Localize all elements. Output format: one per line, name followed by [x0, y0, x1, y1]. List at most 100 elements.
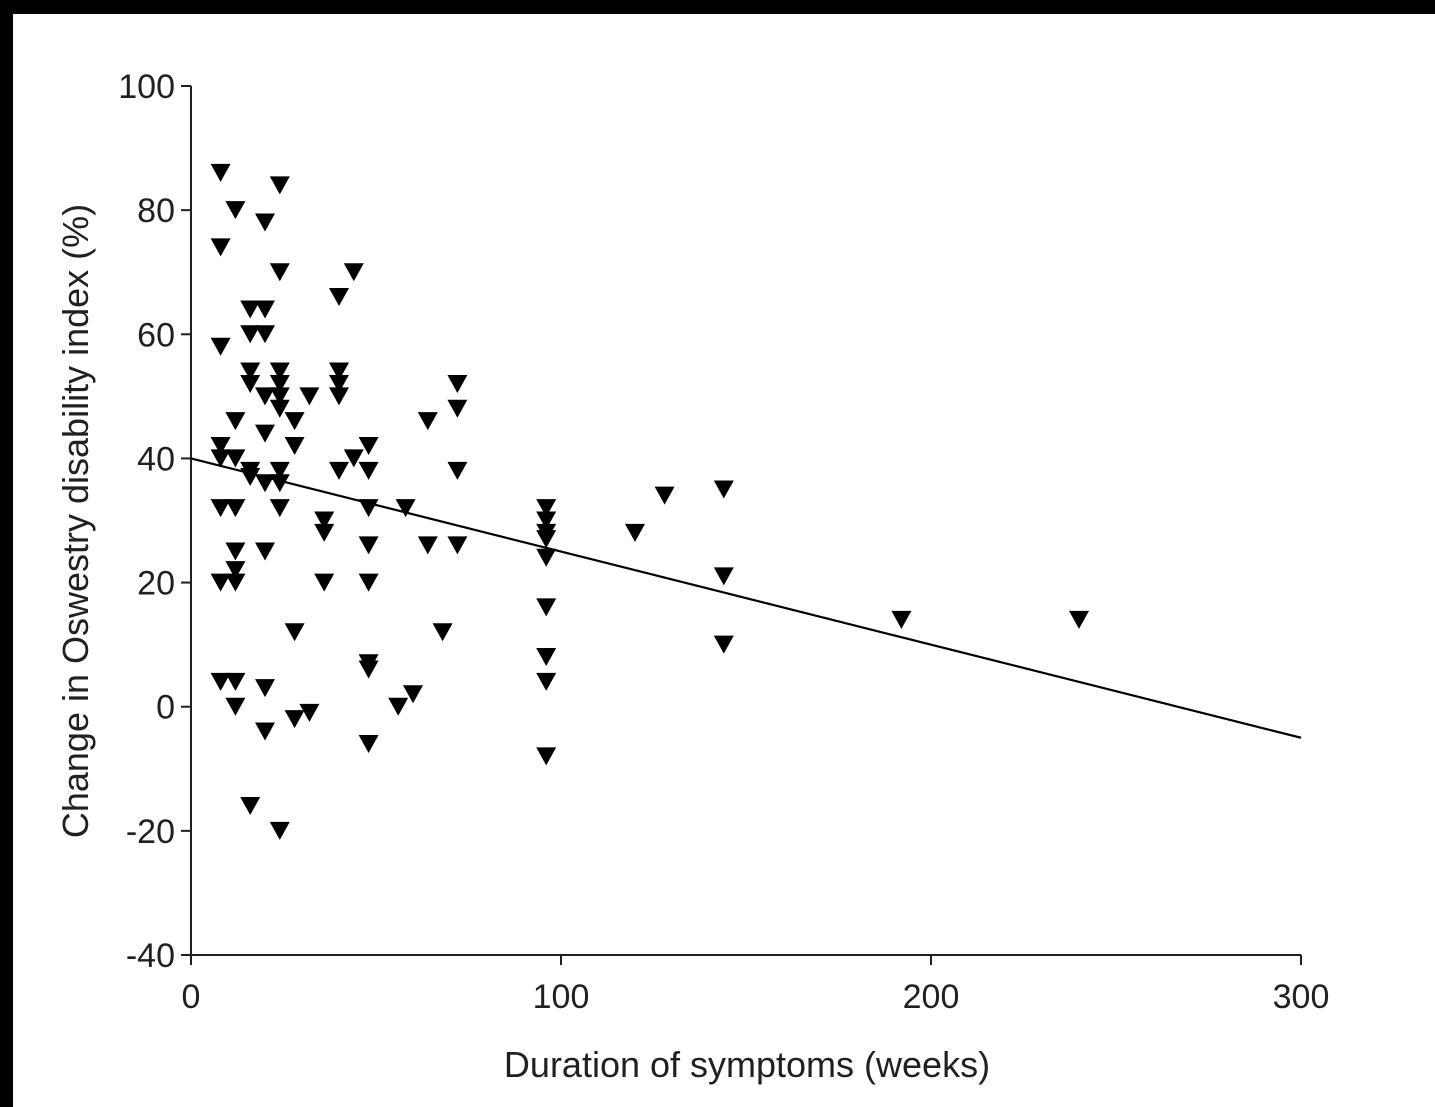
data-point-marker [210, 337, 231, 356]
data-point-marker [314, 573, 335, 592]
data-point-marker [269, 399, 290, 418]
y-tick-label: 40 [137, 440, 175, 478]
x-tick-label: 0 [182, 978, 201, 1016]
data-point-marker [269, 499, 290, 518]
data-point-marker [329, 362, 349, 381]
data-point-marker [269, 474, 290, 493]
data-point-marker [314, 511, 335, 530]
data-point-marker [240, 325, 261, 344]
data-point-marker [240, 797, 261, 816]
data-point-marker [210, 437, 231, 456]
data-point-marker [225, 561, 246, 580]
data-point-marker [240, 374, 261, 393]
data-point-marker [536, 672, 557, 691]
data-point-marker [358, 660, 379, 679]
data-point-marker [654, 486, 675, 505]
data-point-marker [255, 300, 275, 319]
y-tick-label: 100 [118, 68, 175, 106]
data-point-marker [417, 536, 438, 555]
data-point-marker [210, 238, 231, 257]
data-point-marker [269, 387, 290, 406]
data-point-marker [536, 648, 557, 667]
data-point-marker [395, 499, 416, 518]
data-point-marker [255, 325, 275, 344]
data-point-marker [447, 536, 468, 555]
data-point-marker [314, 523, 335, 542]
data-point-marker [536, 598, 557, 617]
data-point-marker [358, 573, 379, 592]
data-point-marker [329, 374, 349, 393]
data-point-marker [255, 424, 275, 443]
data-point-marker [210, 449, 231, 468]
data-point-marker [284, 623, 305, 642]
data-point-marker [240, 362, 261, 381]
data-point-marker [269, 374, 290, 393]
y-tick-label: -20 [126, 813, 175, 851]
data-point-marker [210, 163, 231, 182]
data-point-marker [403, 685, 423, 704]
data-point-marker [358, 536, 379, 555]
data-point-marker [447, 399, 468, 418]
data-point-marker [1069, 610, 1089, 629]
data-point-marker [329, 288, 349, 307]
y-tick-label: 80 [137, 192, 175, 230]
regression-line [190, 457, 1302, 739]
data-point-marker [225, 201, 246, 220]
data-point-marker [225, 412, 246, 431]
y-axis-title: Change in Oswestry disability index (%) [55, 204, 96, 838]
regression-line-layer [190, 457, 1302, 739]
data-point-marker [329, 461, 349, 480]
x-tick-label: 300 [1273, 978, 1330, 1016]
data-point-marker [536, 499, 557, 518]
data-point-marker [255, 387, 275, 406]
data-point-marker [713, 567, 734, 586]
data-point-marker [625, 523, 645, 542]
data-point-marker [225, 449, 246, 468]
data-point-marker [269, 176, 290, 195]
data-point-marker [343, 263, 364, 282]
data-point-marker [225, 672, 246, 691]
y-tick-label: -40 [126, 937, 175, 975]
data-point-marker [225, 573, 246, 592]
x-axis-title: Duration of symptoms (weeks) [504, 1044, 990, 1085]
data-point-marker [269, 821, 290, 840]
data-point-marker [284, 412, 305, 431]
data-point-marker [269, 461, 290, 480]
data-point-marker [269, 263, 290, 282]
data-point-marker [255, 213, 275, 232]
data-point-marker [713, 480, 734, 499]
data-point-marker [536, 511, 557, 530]
chart-frame [13, 14, 1435, 1107]
data-point-marker [269, 362, 290, 381]
data-point-marker [255, 679, 275, 698]
data-points [210, 163, 1089, 840]
data-point-marker [536, 530, 557, 549]
data-point-marker [225, 542, 246, 561]
data-point-marker [432, 623, 453, 642]
data-point-marker [255, 542, 275, 561]
data-point-marker [240, 300, 261, 319]
data-point-marker [447, 461, 468, 480]
data-point-marker [358, 461, 379, 480]
x-tick-label: 200 [903, 978, 960, 1016]
data-point-marker [343, 449, 364, 468]
data-point-marker [255, 722, 275, 741]
data-point-marker [358, 499, 379, 518]
data-point-marker [210, 499, 231, 518]
data-point-marker [225, 697, 246, 716]
data-point-marker [240, 468, 261, 487]
y-tick-label: 0 [156, 689, 175, 727]
data-point-marker [255, 474, 275, 493]
data-point-marker [417, 412, 438, 431]
data-point-marker [388, 697, 409, 716]
data-point-marker [358, 734, 379, 753]
data-point-marker [210, 672, 231, 691]
data-point-marker [225, 499, 246, 518]
data-point-marker [358, 437, 379, 456]
data-point-marker [299, 387, 320, 406]
data-point-marker [891, 610, 912, 629]
data-point-marker [329, 387, 349, 406]
data-point-marker [536, 747, 557, 766]
y-tick-label: 60 [137, 316, 175, 354]
